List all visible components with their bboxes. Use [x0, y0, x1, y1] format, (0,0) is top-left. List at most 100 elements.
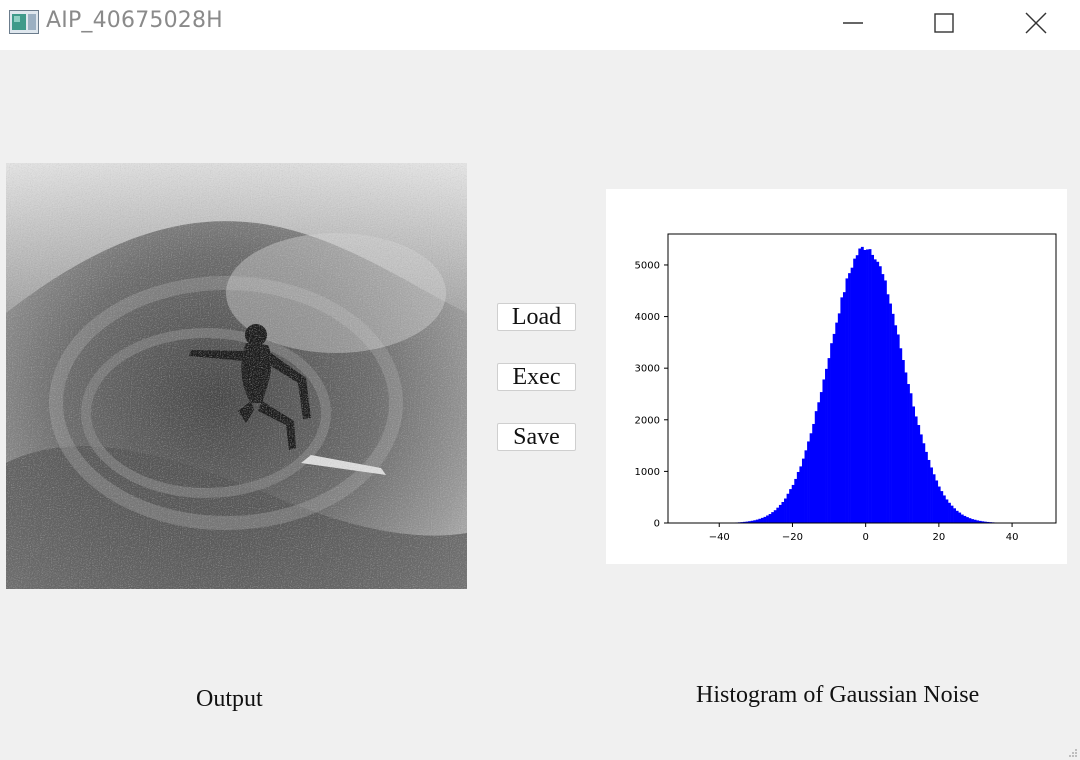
- histogram-panel: −40 −20 0 20 40 0 1000 2000 3000 4000 5000: [606, 189, 1067, 564]
- y-tick-label: 1000: [635, 467, 660, 478]
- histogram-bar: [801, 458, 805, 523]
- histogram-bar: [981, 521, 985, 523]
- y-tick-label: 2000: [635, 415, 660, 426]
- histogram-bar: [950, 505, 954, 523]
- histogram-bar: [791, 484, 795, 523]
- histogram-bar: [827, 358, 831, 523]
- histogram-bar: [763, 516, 767, 523]
- histogram-bar: [899, 348, 903, 523]
- histogram-bar: [909, 393, 913, 523]
- histogram-bar: [807, 441, 810, 523]
- histogram-bar: [937, 486, 941, 523]
- histogram-bar: [860, 246, 864, 523]
- histogram-bar: [896, 334, 900, 523]
- histogram-bar: [948, 502, 951, 523]
- minimize-button[interactable]: [807, 0, 899, 46]
- exec-button[interactable]: Exec: [497, 363, 576, 391]
- y-tick-label: 4000: [635, 312, 660, 323]
- histogram-bar: [837, 313, 841, 523]
- histogram-bar: [863, 250, 867, 523]
- histogram-bar: [927, 459, 931, 523]
- save-button[interactable]: Save: [497, 423, 576, 451]
- histogram-bar: [924, 451, 928, 523]
- histogram-bar: [832, 333, 836, 523]
- histogram-bar: [955, 510, 959, 523]
- histogram-bar: [907, 384, 910, 523]
- histogram-bar: [978, 520, 982, 523]
- histogram-bar: [968, 518, 972, 523]
- histogram-bar: [891, 313, 895, 523]
- x-tick-label: −40: [709, 532, 730, 543]
- close-button[interactable]: [990, 0, 1080, 46]
- histogram-bar: [842, 292, 846, 523]
- histogram-bar: [973, 519, 977, 523]
- y-tick-label: 0: [654, 519, 660, 530]
- histogram-bar: [868, 249, 872, 523]
- plot-frame: [667, 233, 1057, 524]
- window-title: AIP_40675028H: [46, 8, 223, 33]
- histogram-bar: [960, 514, 964, 523]
- histogram-bar: [971, 519, 974, 523]
- histogram-bar: [878, 266, 882, 523]
- load-button[interactable]: Load: [497, 303, 576, 331]
- output-caption: Output: [196, 686, 263, 712]
- histogram-bar: [758, 518, 762, 523]
- histogram-bar: [876, 261, 880, 523]
- histogram-bar: [781, 501, 785, 523]
- histogram-bar: [958, 512, 962, 523]
- histogram-bar: [963, 515, 967, 523]
- maximize-button[interactable]: [898, 0, 990, 46]
- histogram-bar: [786, 493, 790, 523]
- histogram-bar: [784, 498, 787, 523]
- y-tick-label: 5000: [635, 260, 660, 271]
- histogram-bar: [830, 343, 834, 523]
- histogram-bar: [886, 294, 890, 523]
- histogram-bar: [935, 480, 939, 523]
- histogram-bar: [930, 467, 933, 523]
- histogram-bar: [840, 297, 844, 523]
- resize-grip-icon[interactable]: [1068, 748, 1078, 758]
- histogram-bar: [871, 254, 875, 523]
- histogram-bar: [889, 303, 892, 523]
- histogram-bar: [822, 379, 826, 523]
- histogram-bar: [778, 504, 782, 523]
- histogram-bar: [753, 520, 757, 523]
- histogram-bar: [773, 510, 777, 523]
- histogram-bar: [914, 416, 918, 523]
- x-tick-label: 0: [862, 532, 868, 543]
- histogram-bar: [819, 392, 823, 523]
- histogram-bar: [789, 489, 793, 523]
- histogram-bar: [825, 368, 828, 523]
- x-tick-label: −20: [782, 532, 803, 543]
- app-icon: [9, 10, 39, 34]
- histogram-bar: [983, 521, 987, 523]
- histogram-bar: [743, 521, 746, 523]
- histogram-bar: [776, 507, 780, 523]
- histogram-bar: [866, 249, 869, 523]
- histogram-bar: [848, 273, 851, 523]
- histogram-bar: [760, 517, 764, 523]
- histogram-bar: [794, 478, 798, 523]
- histogram-bar: [796, 471, 800, 523]
- histogram-bar: [755, 519, 759, 523]
- histogram-bar: [904, 372, 908, 523]
- histogram-bar: [919, 434, 923, 523]
- histogram-bar: [858, 248, 862, 523]
- histogram-bar: [901, 360, 905, 523]
- histogram-bar: [748, 521, 752, 523]
- histogram-bar: [940, 491, 944, 523]
- histogram-bar: [799, 466, 803, 523]
- histogram-bar: [917, 425, 921, 523]
- close-icon: [1025, 12, 1047, 34]
- histogram-bar: [853, 258, 857, 523]
- histogram-bar: [953, 508, 957, 523]
- minimize-icon: [843, 22, 863, 24]
- histogram-bar: [750, 520, 754, 523]
- histogram-bar: [745, 521, 749, 523]
- histogram-bar: [873, 259, 877, 523]
- histogram-bar: [965, 517, 969, 523]
- histogram-bar: [855, 255, 859, 523]
- histogram-bar: [850, 267, 854, 523]
- output-image: [6, 163, 467, 589]
- histogram-bar: [766, 515, 769, 523]
